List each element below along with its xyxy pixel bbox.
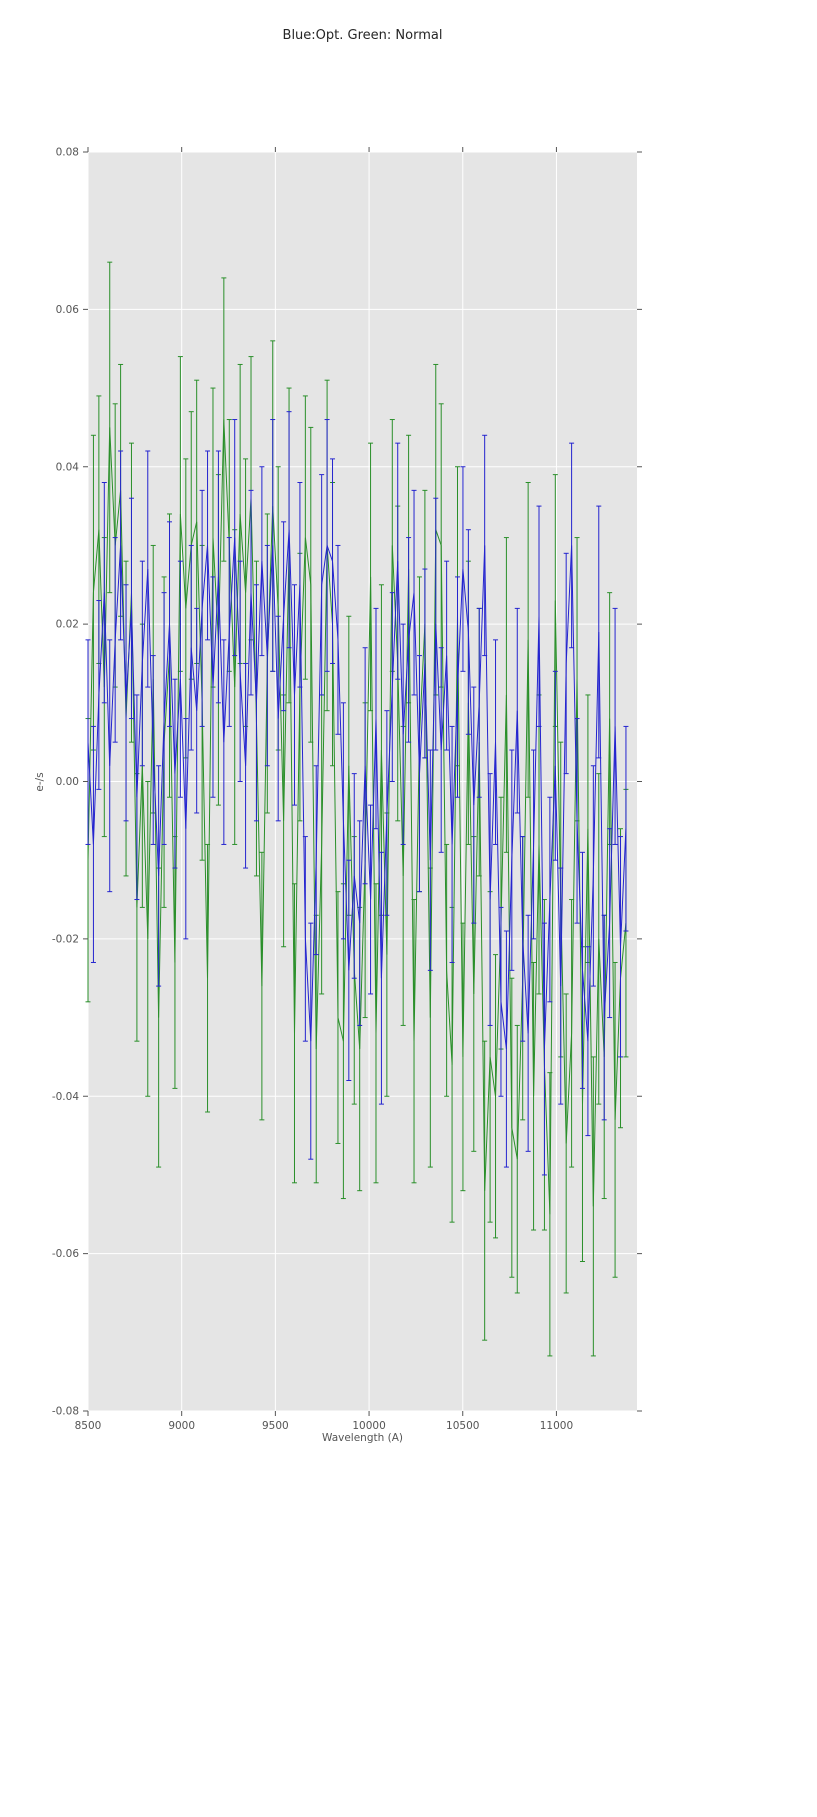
x-tick-label: 11000 [540,1420,573,1432]
y-tick-label: -0.04 [52,1091,79,1103]
series-line-opt-blue [87,529,627,1050]
y-axis-label: e-/s [34,772,46,792]
y-tick-label: -0.06 [52,1248,79,1260]
y-tick-label: 0.04 [56,461,80,473]
x-tick-label: 10000 [352,1420,385,1432]
chart-title: Blue:Opt. Green: Normal [282,28,443,43]
axes-ticks: 8500 9000 9500 10000 10500 11000 -0.08 -0.06 -0.… [52,147,642,1432]
series-line-normal-green [87,419,627,1215]
y-tick-label: -0.02 [52,933,79,945]
y-tick-label: 0.06 [56,304,80,316]
x-tick-label: 10500 [446,1420,479,1432]
x-tick-label: 8500 [75,1420,102,1432]
y-tick-label: 0.08 [56,147,79,159]
y-tick-label: 0.00 [56,776,79,788]
x-tick-label: 9500 [262,1420,289,1432]
y-tick-label: 0.02 [56,619,79,631]
x-tick-label: 9000 [168,1420,195,1432]
y-tick-label: -0.08 [52,1406,79,1418]
x-axis-label: Wavelength (A) [321,1432,403,1444]
